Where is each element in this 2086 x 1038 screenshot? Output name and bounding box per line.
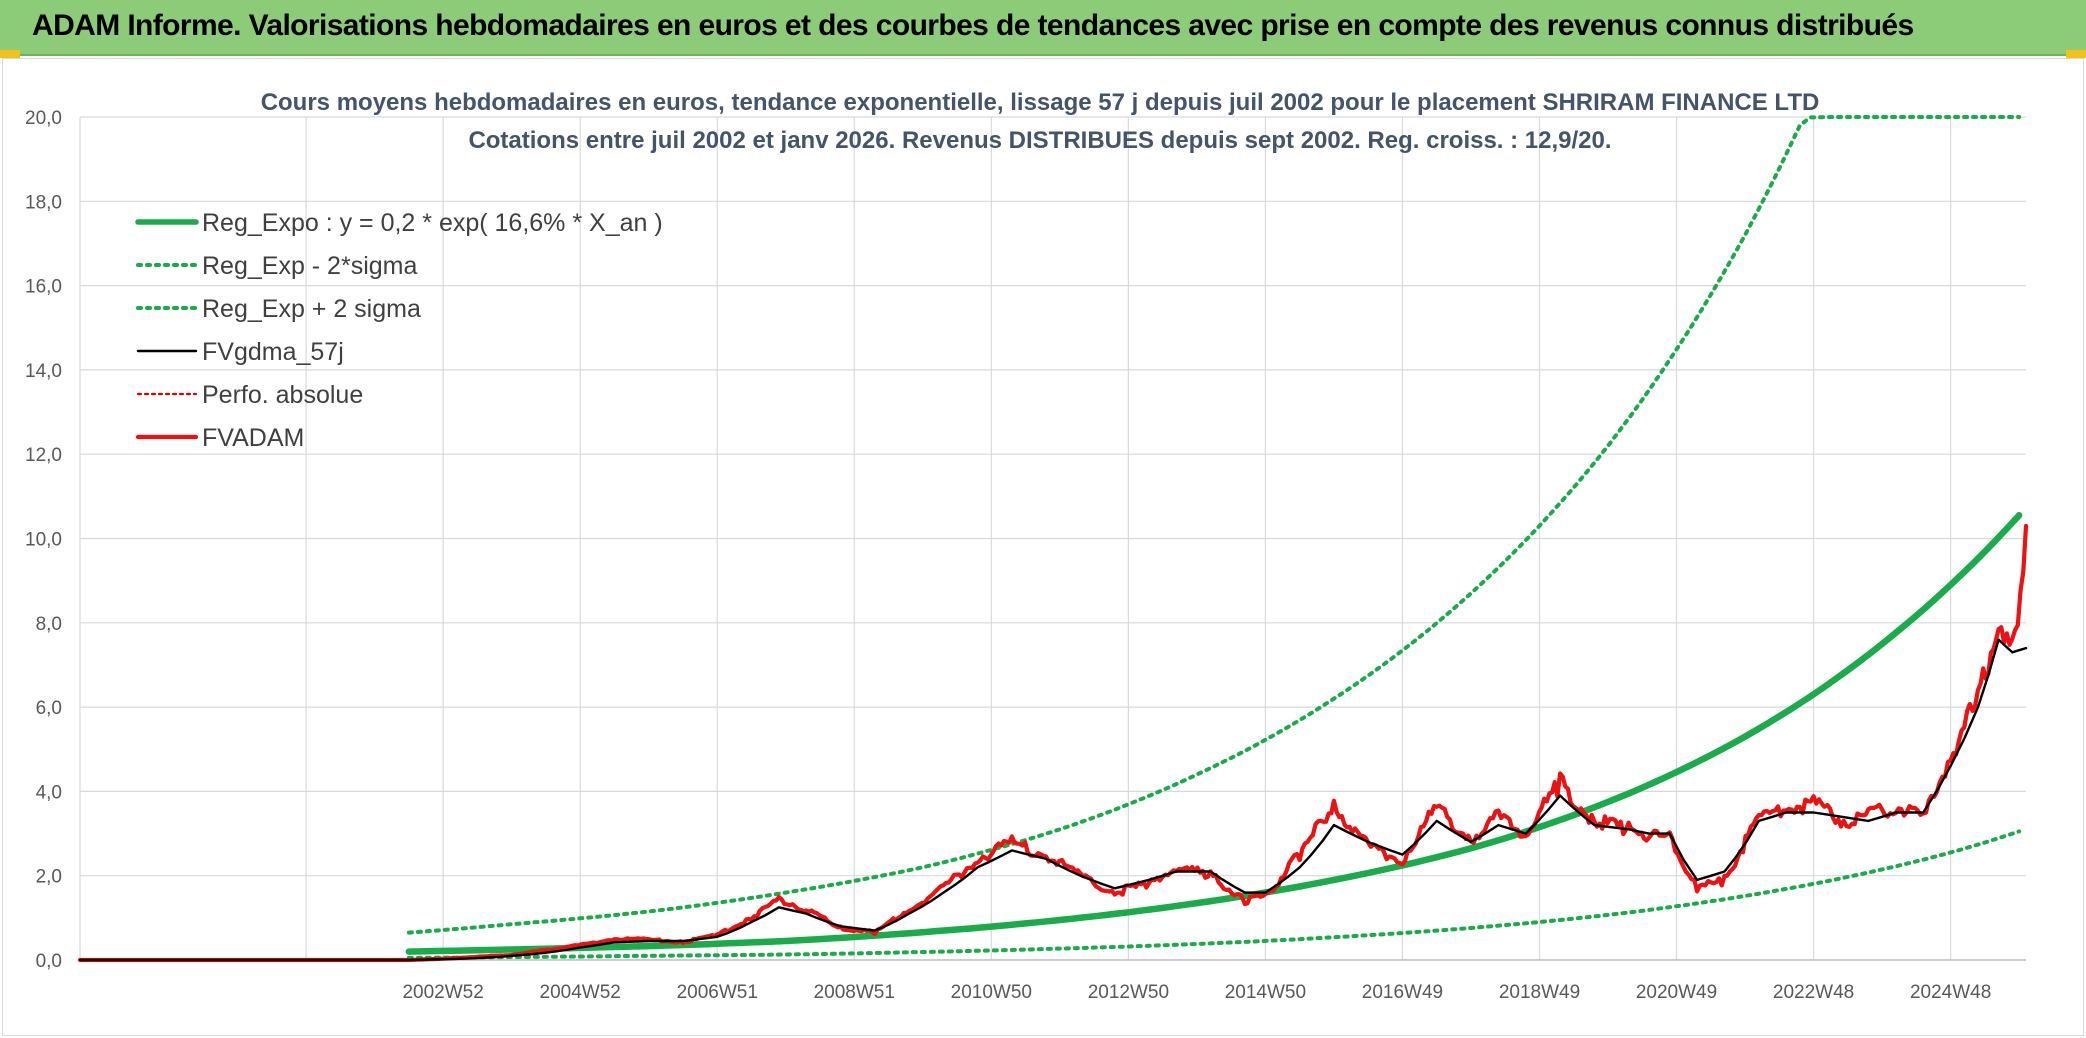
y-tick-label: 4,0 <box>36 782 62 803</box>
x-tick-label: 2014W50 <box>1225 982 1306 1003</box>
y-tick-label: 12,0 <box>25 445 62 466</box>
series-line-1 <box>406 829 2022 960</box>
legend-label: Reg_Exp + 2 sigma <box>202 295 421 323</box>
series-line-2 <box>406 115 2022 935</box>
x-tick-label: 2008W51 <box>814 982 895 1003</box>
report-title: ADAM Informe. Valorisations hebdomadaire… <box>32 9 1914 42</box>
series-line-0 <box>405 512 2023 955</box>
chart-title-line-2: Cotations entre juil 2002 et janv 2026. … <box>468 127 1611 154</box>
x-tick-label: 2024W48 <box>1910 982 1991 1003</box>
y-tick-label: 8,0 <box>36 614 62 635</box>
chart-title-line-1: Cours moyens hebdomadaires en euros, ten… <box>261 89 1820 116</box>
x-tick-label: 2016W49 <box>1362 982 1443 1003</box>
x-tick-label: 2018W49 <box>1499 982 1580 1003</box>
x-tick-label: 2022W48 <box>1773 982 1854 1003</box>
legend-label: FVADAM <box>202 424 304 452</box>
report-banner: ADAM Informe. Valorisations hebdomadaire… <box>0 0 2086 56</box>
x-tick-label: 2010W50 <box>951 982 1032 1003</box>
corner-marker-left <box>0 50 20 58</box>
y-tick-label: 20,0 <box>25 108 62 129</box>
legend: Reg_Expo : y = 0,2 * exp( 16,6% * X_an )… <box>135 209 663 452</box>
legend-label: Perfo. absolue <box>202 381 363 409</box>
corner-marker-right <box>2066 50 2086 58</box>
y-tick-label: 14,0 <box>25 361 62 382</box>
x-tick-label: 2020W49 <box>1636 982 1717 1003</box>
x-tick-label: 2006W51 <box>677 982 758 1003</box>
grid-layer <box>79 116 2026 961</box>
legend-label: Reg_Expo : y = 0,2 * exp( 16,6% * X_an ) <box>202 209 663 237</box>
x-tick-label: 2004W52 <box>540 982 621 1003</box>
y-tick-label: 2,0 <box>36 867 62 888</box>
legend-label: FVgdma_57j <box>202 338 344 366</box>
y-tick-label: 10,0 <box>25 530 62 551</box>
chart-title-block: Cours moyens hebdomadaires en euros, ten… <box>261 89 1820 154</box>
series-line-3 <box>78 638 2028 962</box>
x-tick-label: 2012W50 <box>1088 982 1169 1003</box>
x-tick-label: 2002W52 <box>402 982 483 1003</box>
y-tick-label: 6,0 <box>36 698 62 719</box>
chart-frame <box>2 58 2084 1036</box>
y-tick-label: 0,0 <box>36 951 62 972</box>
axis-layer: 0,0 2,0 4,0 6,0 8,0 10,0 12,0 14,0 16,0 18,0 20,0 2… <box>25 108 1991 1003</box>
series-layer <box>77 115 2029 963</box>
legend-label: Reg_Exp - 2*sigma <box>202 252 417 280</box>
y-tick-label: 16,0 <box>25 277 62 298</box>
y-tick-label: 18,0 <box>25 192 62 213</box>
